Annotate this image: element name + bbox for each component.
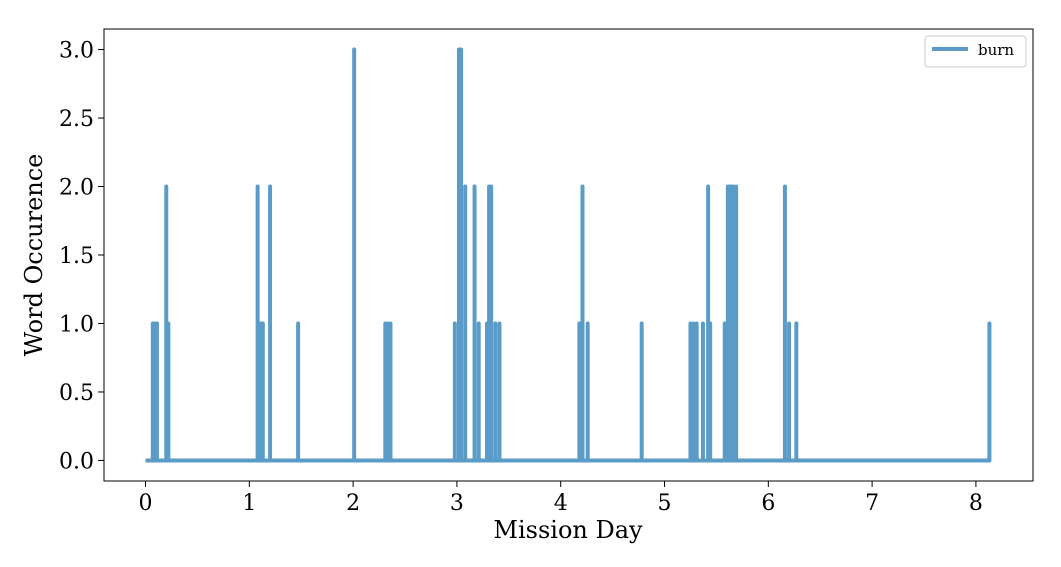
y-tick-label: 3.0 — [59, 39, 94, 64]
x-tick-label: 1 — [242, 491, 256, 516]
x-tick-label: 6 — [761, 491, 775, 516]
y-tick-label: 2.0 — [59, 176, 94, 201]
legend: burn — [924, 35, 1027, 68]
x-tick-label: 7 — [865, 491, 879, 516]
x-tick-label: 4 — [554, 491, 568, 516]
x-tick-label: 3 — [450, 491, 464, 516]
legend-label-burn: burn — [978, 41, 1014, 59]
series-layer — [145, 47, 992, 463]
x-tick-label: 2 — [346, 491, 360, 516]
y-tick-label: 0.5 — [59, 381, 94, 406]
x-tick-label: 0 — [139, 491, 153, 516]
x-tick-label: 8 — [969, 491, 983, 516]
legend-box — [924, 35, 1027, 68]
series-burn — [145, 47, 992, 463]
y-tick-label: 1.5 — [59, 244, 94, 269]
plot-frame — [103, 28, 1034, 482]
y-tick-label: 0.0 — [59, 449, 94, 474]
axis-ticks: 0 1 2 3 4 5 6 7 8 0.0 0.5 1.0 1.5 2.0 2.5 3.0 — [59, 39, 983, 516]
x-tick-label: 5 — [658, 491, 672, 516]
y-tick-label: 1.0 — [59, 312, 94, 337]
y-tick-label: 2.5 — [59, 107, 94, 132]
y-axis-title: Word Occurence — [20, 154, 48, 357]
x-axis-title: Mission Day — [493, 516, 643, 544]
